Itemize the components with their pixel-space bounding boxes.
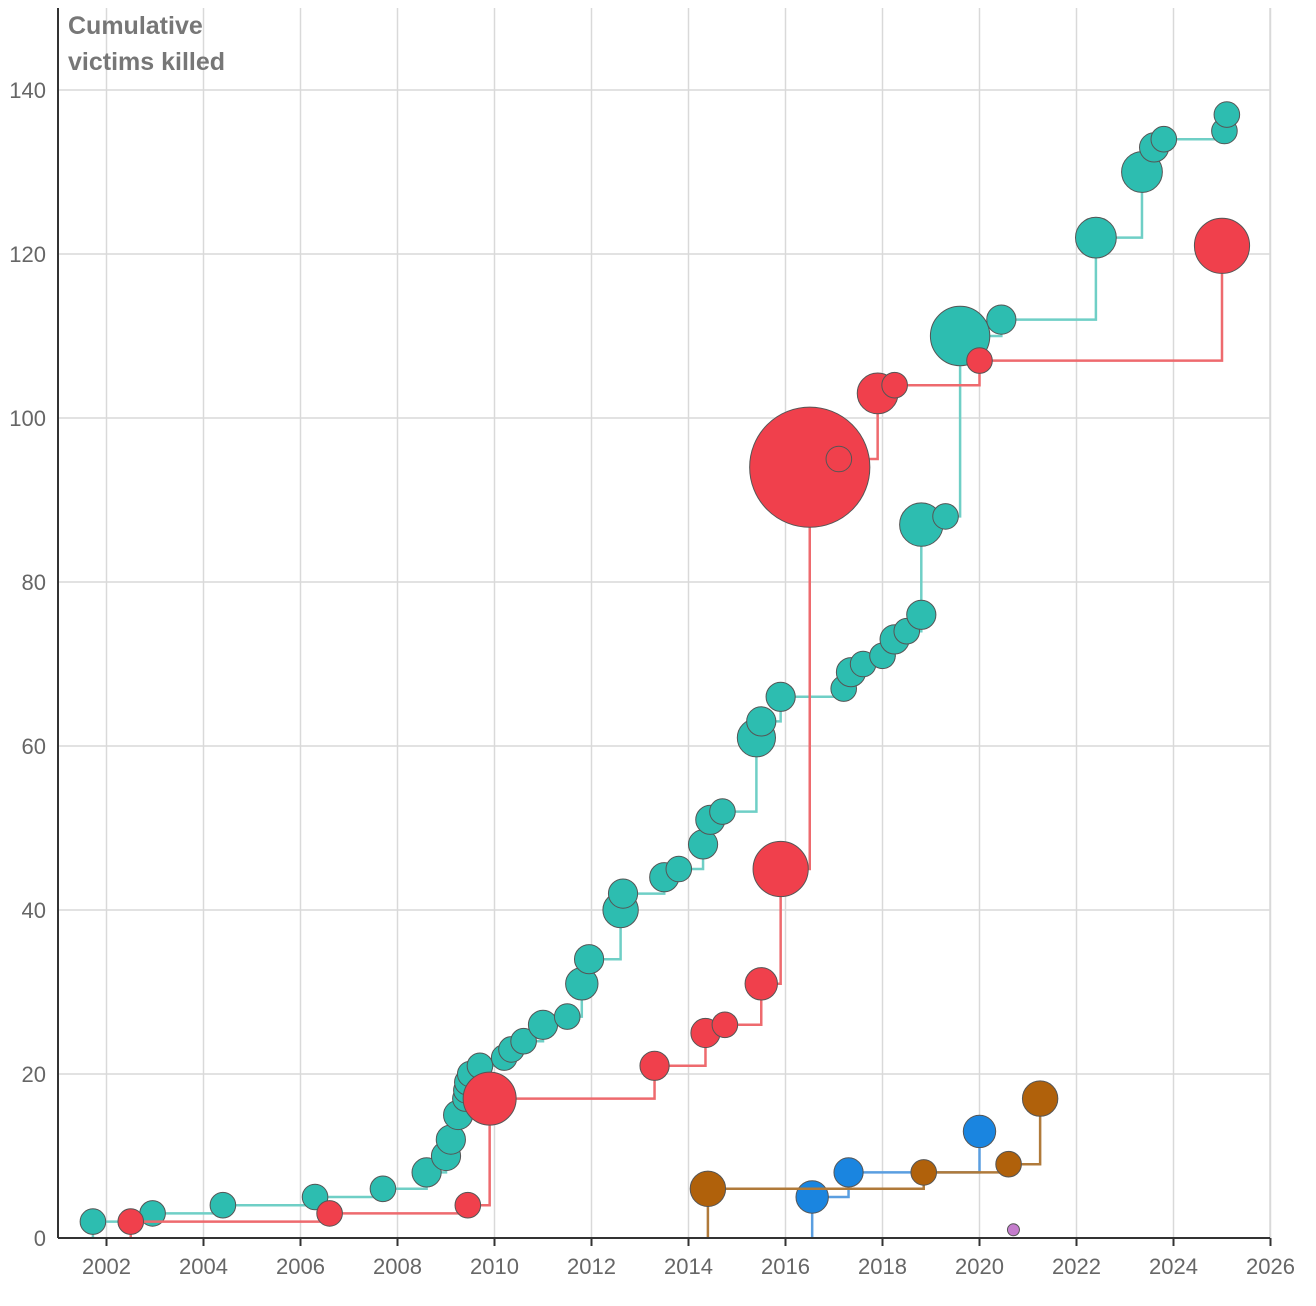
y-tick-label: 60 (22, 734, 46, 759)
data-point-red (117, 1208, 145, 1235)
data-point-red (711, 1011, 739, 1039)
data-point-teal (527, 1009, 559, 1040)
series-layer (79, 101, 1251, 1238)
x-tick-label: 2008 (373, 1254, 422, 1279)
data-point-red (639, 1050, 670, 1081)
data-point-teal (765, 681, 796, 712)
y-tick-label: 120 (9, 242, 46, 267)
data-point-blue (795, 1180, 829, 1214)
data-point-red (454, 1191, 482, 1219)
x-tick-label: 2020 (955, 1254, 1004, 1279)
data-point-teal (665, 855, 693, 883)
series-blue (795, 1114, 997, 1238)
data-point-teal (1150, 125, 1178, 153)
series-brown (689, 1080, 1059, 1238)
data-point-teal (369, 1175, 397, 1203)
y-tick-label: 140 (9, 78, 46, 103)
data-point-teal (553, 1003, 581, 1030)
y-tick-label: 40 (22, 898, 46, 923)
x-tick-label: 2014 (664, 1254, 713, 1279)
data-point-teal (411, 1157, 442, 1188)
x-tick-label: 2016 (761, 1254, 810, 1279)
data-point-red (316, 1200, 343, 1227)
data-point-red (462, 1071, 517, 1126)
series-purple (1006, 1223, 1020, 1237)
y-tick-label: 0 (34, 1226, 46, 1251)
data-point-teal (746, 706, 777, 737)
data-point-red (881, 371, 908, 399)
grid (58, 8, 1272, 1239)
data-point-brown (1021, 1080, 1059, 1117)
data-point-teal (986, 304, 1017, 335)
data-point-teal (510, 1027, 537, 1055)
x-tick-label: 2002 (82, 1254, 131, 1279)
data-point-brown (995, 1150, 1022, 1178)
x-tick-label: 2012 (567, 1254, 616, 1279)
data-point-red (825, 445, 853, 473)
series-teal (79, 101, 1241, 1238)
y-tick-label: 100 (9, 406, 46, 431)
series-line-red (129, 245, 1224, 1238)
y-axis-title-line1: Cumulative (68, 12, 203, 40)
data-point-red (1193, 217, 1251, 274)
y-tick-label: 80 (22, 570, 46, 595)
series-red (117, 217, 1251, 1238)
data-point-purple (1006, 1223, 1020, 1237)
x-tick-label: 2026 (1246, 1254, 1295, 1279)
data-point-teal (906, 599, 937, 630)
x-tick-label: 2006 (276, 1254, 325, 1279)
y-axis-title-line2: victims killed (68, 48, 225, 76)
data-point-teal (1213, 101, 1241, 128)
x-tick-label: 2024 (1149, 1254, 1198, 1279)
data-point-teal (79, 1208, 107, 1235)
data-point-teal (209, 1191, 237, 1219)
y-tick-label: 20 (22, 1062, 46, 1087)
data-point-teal (709, 798, 736, 825)
data-point-brown (689, 1170, 727, 1208)
data-point-red (966, 347, 993, 374)
data-point-brown (910, 1159, 938, 1186)
x-tick-label: 2004 (179, 1254, 228, 1279)
data-point-red (744, 967, 778, 1001)
axes: 2002 2004 2006 2008 2010 2012 2014 2016 2018 2020… (9, 8, 1295, 1279)
data-point-blue (833, 1157, 864, 1188)
data-point-red (749, 406, 871, 528)
x-tick-label: 2018 (858, 1254, 907, 1279)
x-tick-label: 2010 (470, 1254, 519, 1279)
data-point-blue (962, 1114, 997, 1149)
series-line-blue (810, 1131, 981, 1238)
data-point-red (752, 840, 809, 898)
data-point-teal (573, 944, 605, 975)
data-point-teal (932, 503, 959, 530)
data-point-teal (1075, 216, 1117, 259)
data-point-teal (607, 878, 639, 909)
series-line-brown (706, 1098, 1042, 1238)
x-tick-label: 2022 (1052, 1254, 1101, 1279)
